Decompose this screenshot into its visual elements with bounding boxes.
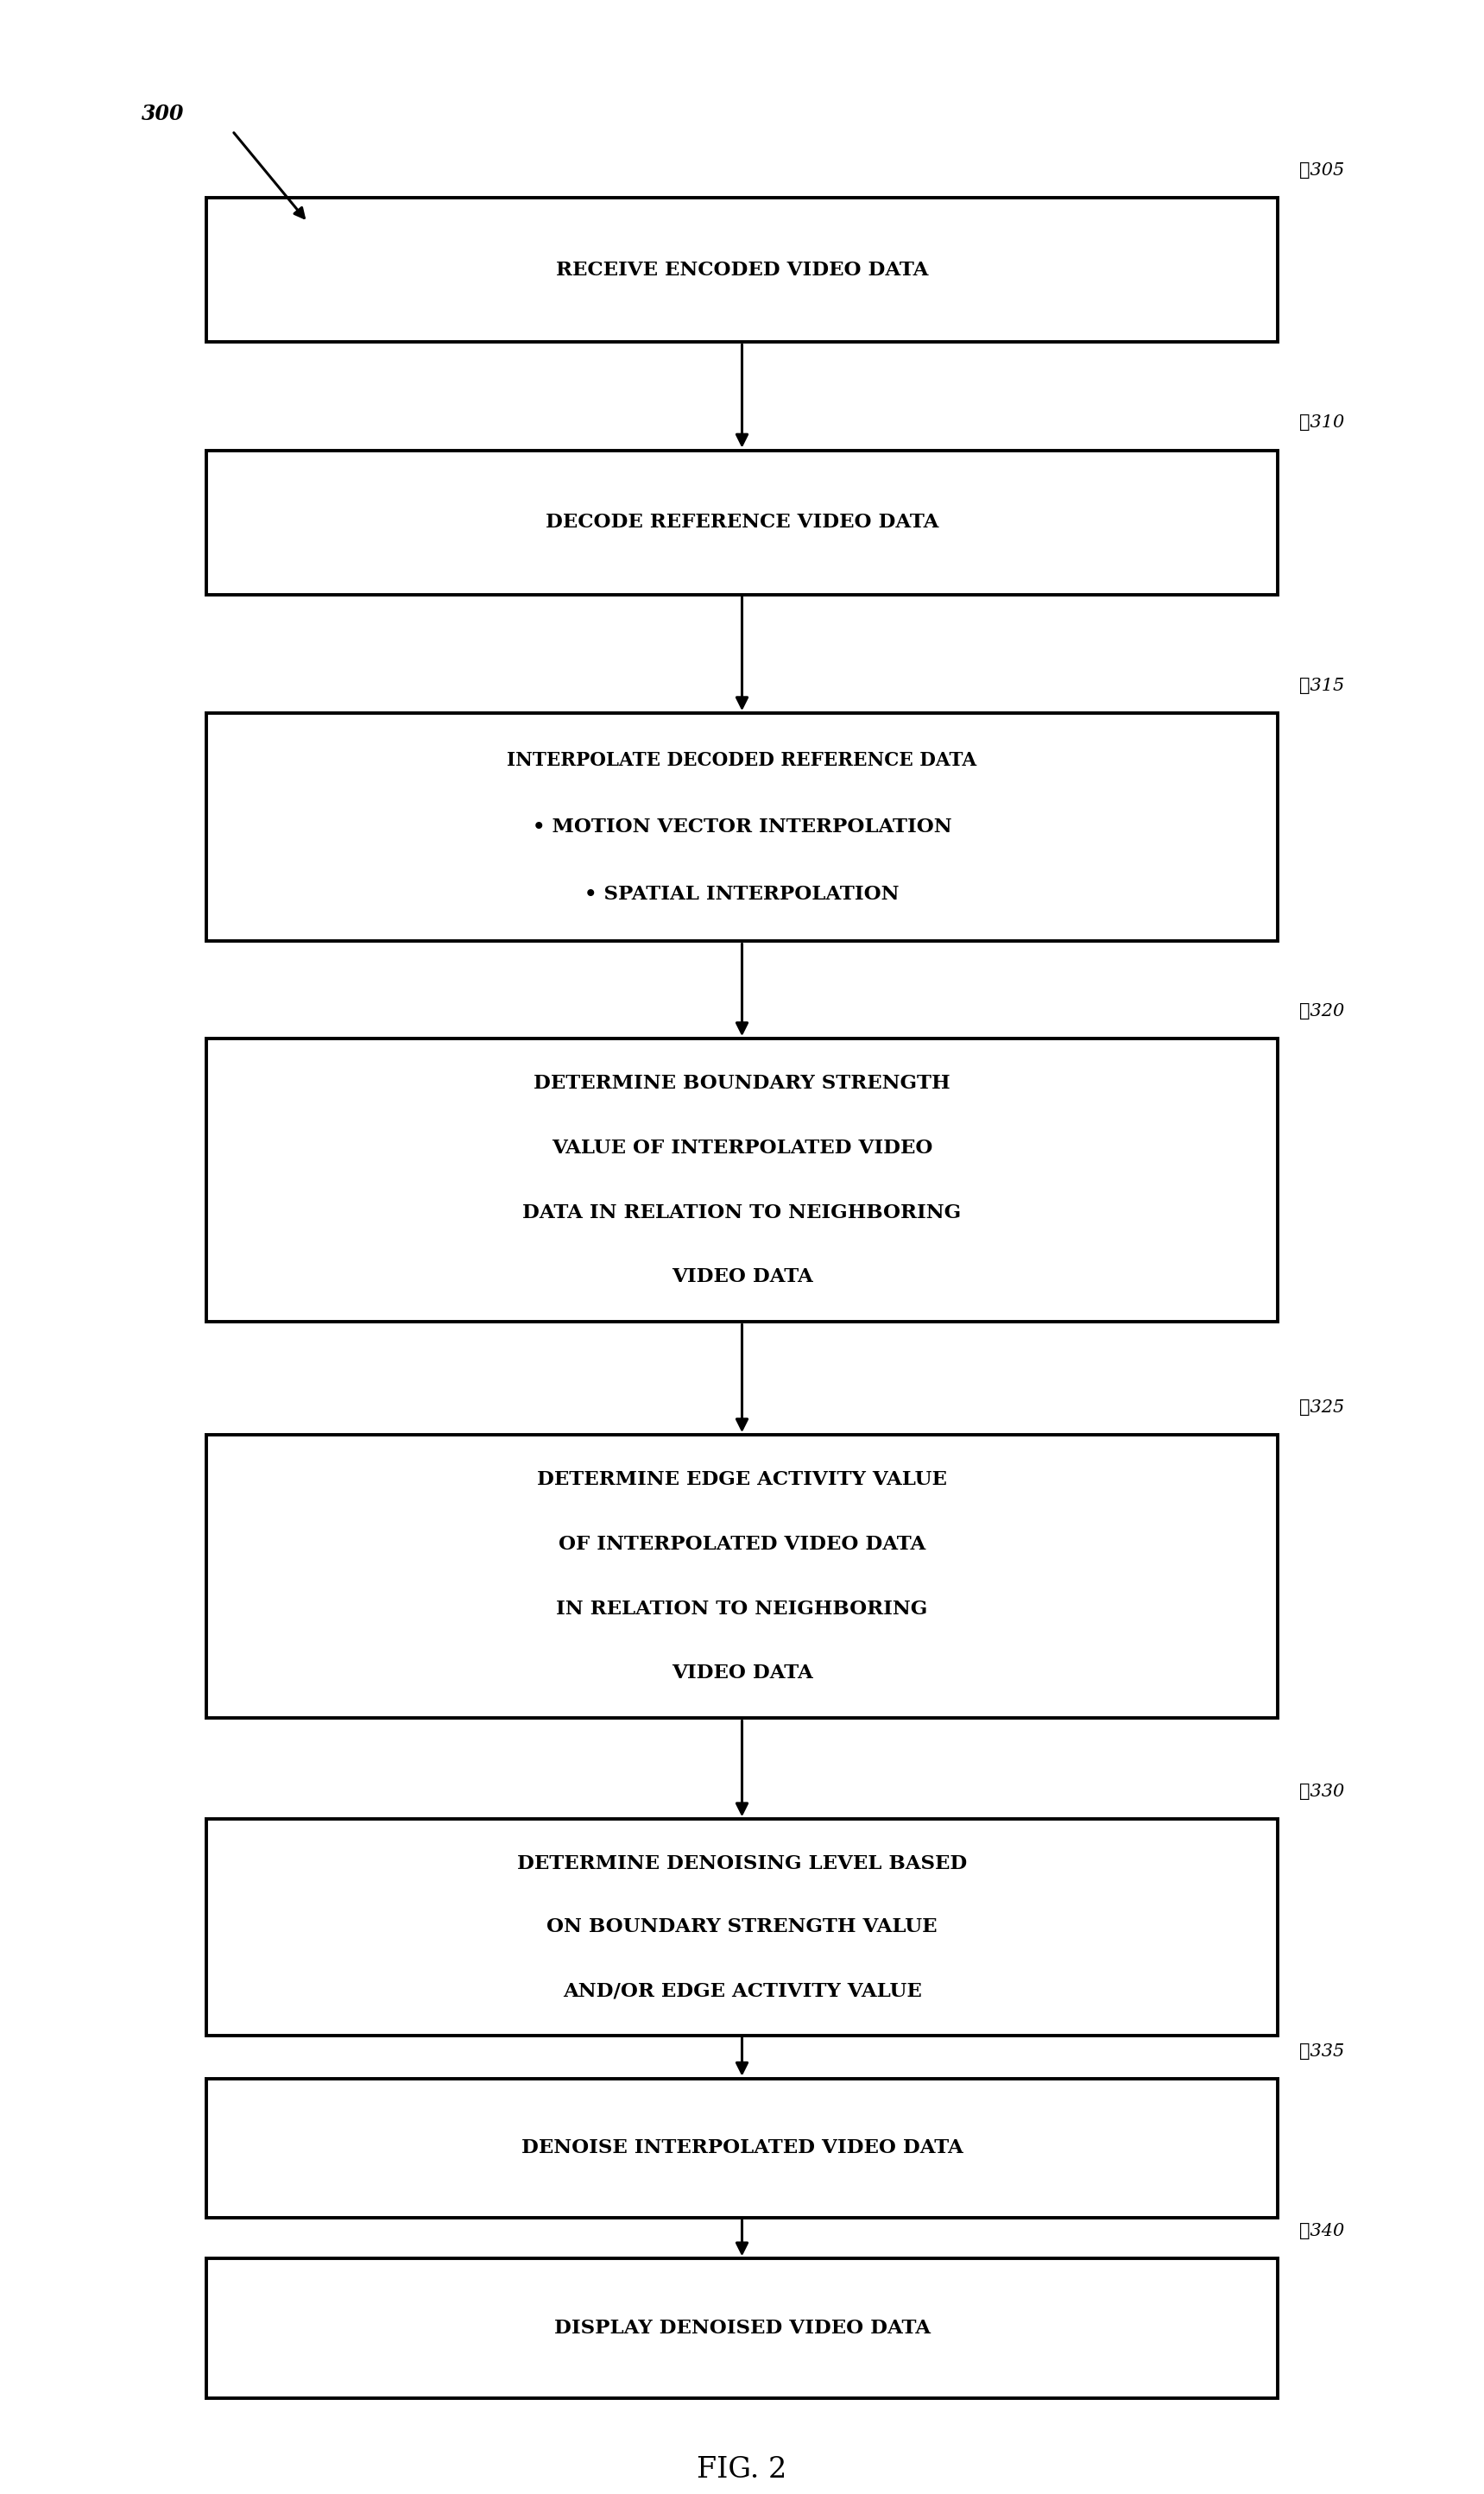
Text: • MOTION VECTOR INTERPOLATION: • MOTION VECTOR INTERPOLATION	[533, 818, 951, 838]
Text: FIG. 2: FIG. 2	[697, 2457, 787, 2484]
Text: DECODE REFERENCE VIDEO DATA: DECODE REFERENCE VIDEO DATA	[546, 514, 938, 531]
Text: ⌒320: ⌒320	[1300, 1003, 1345, 1020]
Text: DISPLAY DENOISED VIDEO DATA: DISPLAY DENOISED VIDEO DATA	[554, 2319, 930, 2337]
Text: AND/OR EDGE ACTIVITY VALUE: AND/OR EDGE ACTIVITY VALUE	[562, 1980, 922, 2000]
FancyBboxPatch shape	[206, 197, 1278, 342]
Text: ⌒315: ⌒315	[1300, 678, 1345, 693]
Text: DETERMINE EDGE ACTIVITY VALUE: DETERMINE EDGE ACTIVITY VALUE	[537, 1471, 947, 1489]
Text: DETERMINE BOUNDARY STRENGTH: DETERMINE BOUNDARY STRENGTH	[534, 1075, 950, 1092]
Text: ⌒310: ⌒310	[1300, 414, 1345, 431]
Text: OF INTERPOLATED VIDEO DATA: OF INTERPOLATED VIDEO DATA	[558, 1534, 926, 1554]
Text: 300: 300	[141, 105, 184, 125]
Text: ⌒330: ⌒330	[1300, 1783, 1345, 1801]
Text: • SPATIAL INTERPOLATION: • SPATIAL INTERPOLATION	[585, 885, 899, 903]
Text: ⌒335: ⌒335	[1300, 2043, 1345, 2060]
FancyBboxPatch shape	[206, 2260, 1278, 2397]
Text: DETERMINE DENOISING LEVEL BASED: DETERMINE DENOISING LEVEL BASED	[516, 1853, 968, 1873]
Text: RECEIVE ENCODED VIDEO DATA: RECEIVE ENCODED VIDEO DATA	[556, 262, 928, 279]
Text: DATA IN RELATION TO NEIGHBORING: DATA IN RELATION TO NEIGHBORING	[522, 1202, 962, 1222]
Text: IN RELATION TO NEIGHBORING: IN RELATION TO NEIGHBORING	[556, 1599, 928, 1619]
Text: VIDEO DATA: VIDEO DATA	[671, 1663, 813, 1683]
Text: ⌒305: ⌒305	[1300, 162, 1345, 180]
FancyBboxPatch shape	[206, 713, 1278, 940]
FancyBboxPatch shape	[206, 2078, 1278, 2217]
Text: INTERPOLATE DECODED REFERENCE DATA: INTERPOLATE DECODED REFERENCE DATA	[508, 751, 976, 771]
Text: VIDEO DATA: VIDEO DATA	[671, 1267, 813, 1287]
FancyBboxPatch shape	[206, 1038, 1278, 1322]
FancyBboxPatch shape	[206, 1434, 1278, 1718]
Text: VALUE OF INTERPOLATED VIDEO: VALUE OF INTERPOLATED VIDEO	[552, 1140, 932, 1157]
FancyBboxPatch shape	[206, 1818, 1278, 2035]
Text: ON BOUNDARY STRENGTH VALUE: ON BOUNDARY STRENGTH VALUE	[546, 1918, 938, 1938]
Text: DENOISE INTERPOLATED VIDEO DATA: DENOISE INTERPOLATED VIDEO DATA	[521, 2140, 963, 2157]
FancyBboxPatch shape	[206, 451, 1278, 594]
Text: ⌒340: ⌒340	[1300, 2222, 1345, 2240]
Text: ⌒325: ⌒325	[1300, 1399, 1345, 1417]
